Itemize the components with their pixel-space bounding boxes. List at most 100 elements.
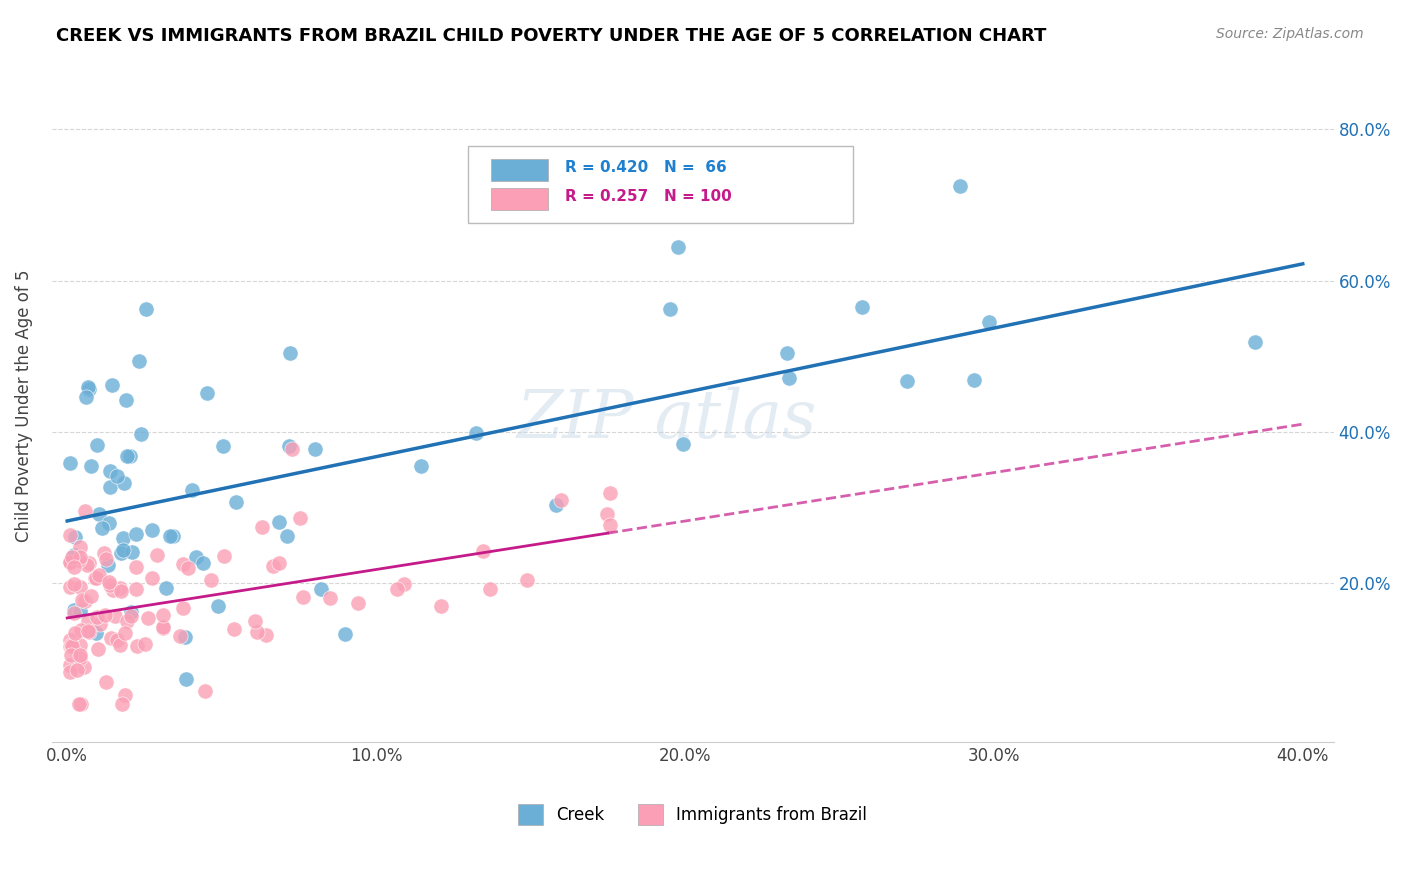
Point [69,605,91,619]
Point [77,624,100,638]
Point [319,591,342,605]
Point [471,544,494,558]
Point [117,450,139,464]
Point [91,521,114,535]
Point [69,651,91,665]
Point [77,380,100,394]
Point [125,582,148,596]
Point [98,574,121,589]
Point [385,582,408,596]
Point [59,640,82,654]
Point [103,582,125,597]
Point [73,504,96,518]
Point [63,603,86,617]
Point [162,529,184,543]
Point [155,581,177,595]
Point [79,382,101,396]
Point [59,580,82,594]
Point [128,354,150,368]
Point [63,560,86,574]
Point [67,698,90,712]
Point [59,638,82,652]
Point [62,548,84,562]
Point [114,626,136,640]
Point [98,465,121,479]
Point [172,601,194,615]
Point [599,486,621,500]
Point [62,549,84,564]
Point [430,599,453,614]
Point [409,458,432,473]
Point [225,495,247,509]
Text: R = 0.420   N =  66: R = 0.420 N = 66 [564,160,727,175]
Point [84,571,107,585]
Point [80,589,103,603]
Point [152,620,174,634]
Legend: Creek, Immigrants from Brazil: Creek, Immigrants from Brazil [512,797,875,831]
Point [262,559,284,574]
Point [108,638,131,652]
Point [69,648,91,662]
Point [86,610,108,624]
Point [1243,334,1265,349]
Point [98,480,121,494]
Point [114,688,136,702]
Y-axis label: Child Poverty Under the Age of 5: Child Poverty Under the Age of 5 [15,269,32,541]
Point [194,683,217,698]
Point [93,546,115,560]
Point [281,442,304,457]
Point [311,582,333,597]
Point [212,549,235,563]
Point [96,675,118,690]
Point [67,553,90,567]
Point [72,659,94,673]
Point [59,665,82,679]
Point [207,599,229,613]
Point [243,614,266,628]
Point [184,550,207,565]
Point [115,614,138,628]
Point [80,458,103,473]
Point [141,523,163,537]
Point [125,526,148,541]
Point [672,436,695,450]
Point [59,555,82,569]
Point [120,608,142,623]
Point [79,625,101,640]
Point [141,571,163,585]
Point [159,529,181,543]
Point [222,622,245,636]
Point [60,639,83,653]
Point [134,637,156,651]
Point [516,573,538,587]
Point [276,529,298,543]
Point [177,561,200,575]
Point [267,556,290,570]
Text: Source: ZipAtlas.com: Source: ZipAtlas.com [1216,27,1364,41]
FancyBboxPatch shape [492,160,548,181]
Point [254,628,277,642]
Point [59,648,82,662]
Point [63,626,86,640]
Text: R = 0.257   N = 100: R = 0.257 N = 100 [564,189,731,204]
Point [464,426,486,441]
Point [96,558,118,572]
Point [666,240,689,254]
Point [69,639,91,653]
FancyBboxPatch shape [492,188,548,210]
Point [550,492,572,507]
Point [596,508,619,522]
Point [304,442,326,456]
Point [278,439,301,453]
Point [59,456,82,470]
Point [479,582,502,597]
Point [76,614,98,628]
Point [135,301,157,316]
Point [146,548,169,562]
Point [94,607,117,622]
Point [59,556,82,570]
Text: ZIP atlas: ZIP atlas [517,386,817,451]
Point [778,371,800,385]
Point [77,556,100,570]
Point [278,346,301,360]
